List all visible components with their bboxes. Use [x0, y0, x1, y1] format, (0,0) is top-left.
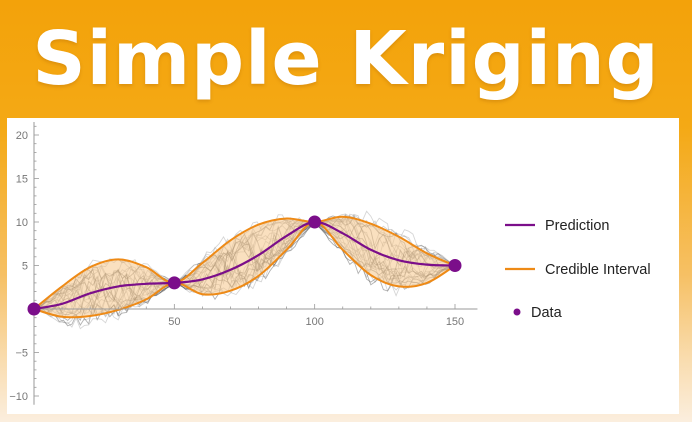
x-tick-label: 50 — [168, 316, 180, 328]
data-point — [308, 215, 322, 229]
credible-interval-band — [33, 215, 456, 319]
legend-label-credible-interval: Credible Interval — [545, 262, 651, 278]
page-title: Simple Kriging — [32, 16, 660, 102]
legend: Prediction Credible Interval Data — [505, 218, 651, 321]
legend-label-data: Data — [531, 305, 563, 321]
legend-swatch-data — [513, 308, 521, 316]
legend-label-prediction: Prediction — [545, 218, 609, 234]
data-point — [167, 276, 181, 290]
prediction-line — [33, 220, 456, 311]
credible-interval-fill — [34, 216, 455, 318]
prediction-series — [33, 220, 456, 311]
x-tick-label: 150 — [446, 316, 464, 328]
y-tick-label: 15 — [16, 174, 28, 186]
x-tick-label: 100 — [305, 316, 323, 328]
y-tick-label: −5 — [15, 348, 28, 360]
credible-interval-lower — [33, 220, 456, 319]
data-point — [448, 259, 462, 272]
credible-interval-upper — [33, 215, 456, 310]
chart-panel: −10 −5 5 10 15 20 50 100 150 Prediction Credible… — [7, 118, 679, 414]
axes: −10 −5 5 10 15 20 50 100 150 — [9, 121, 478, 405]
data-point — [27, 302, 41, 316]
y-tick-label: 5 — [22, 261, 28, 273]
y-tick-label: 10 — [16, 217, 28, 229]
y-tick-label: 20 — [16, 130, 28, 142]
y-tick-label: −10 — [9, 391, 28, 403]
data-points — [27, 215, 462, 316]
kriging-chart: −10 −5 5 10 15 20 50 100 150 Prediction Credible… — [9, 121, 651, 405]
